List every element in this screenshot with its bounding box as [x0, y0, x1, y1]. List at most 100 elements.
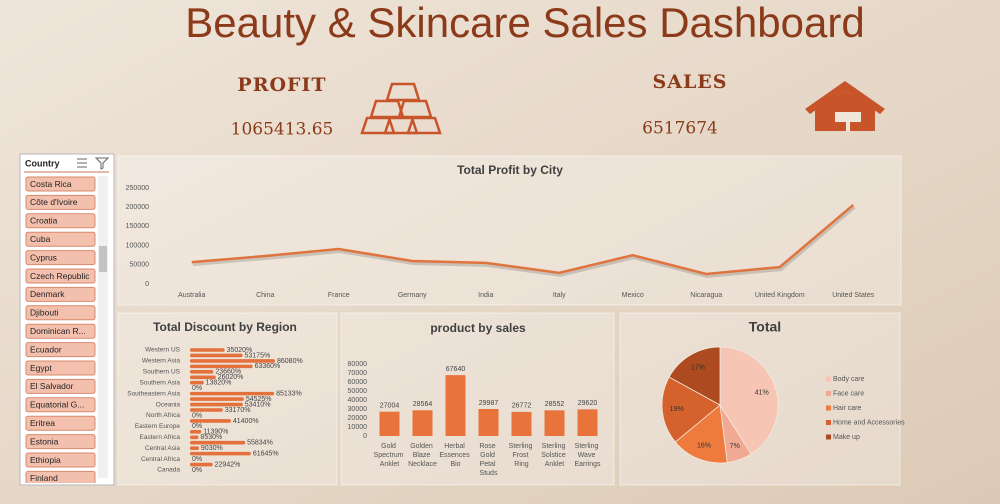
y-tick-label: 10000: [348, 424, 368, 431]
slicer-item[interactable]: [25, 194, 96, 210]
slicer-title: Country: [25, 158, 60, 168]
legend-label: Make up: [833, 434, 860, 441]
slicer-item[interactable]: [25, 323, 96, 339]
slicer-item-label: Equatorial G...: [30, 400, 84, 410]
x-tick-label: Germany: [398, 292, 427, 299]
category-label: Southern US: [143, 369, 181, 376]
y-tick-label: 0: [363, 433, 367, 440]
slicer-item-label: Ecuador: [30, 344, 62, 354]
line: [191, 203, 855, 276]
category-label: North Africa: [146, 412, 180, 419]
category-label: Eastern Africa: [140, 434, 181, 441]
x-tick-label: Sterling Frost Ring: [509, 443, 535, 468]
slicer-item-label: Djibouti: [30, 308, 58, 318]
pie-slice: [674, 404, 728, 464]
slicer-item-label: Costa Rica: [30, 179, 72, 189]
bar: [190, 397, 244, 401]
slicer-item[interactable]: [25, 286, 96, 302]
data-label: 29620: [578, 400, 598, 407]
chart-title: Total Discount by Region: [153, 320, 297, 334]
x-tick-label: India: [478, 292, 493, 299]
x-tick-label: Rose Gold Petal Studs: [479, 443, 498, 477]
slicer-item-label: Estonia: [30, 436, 59, 446]
x-tick-label: China: [256, 292, 274, 299]
slicer-item[interactable]: [25, 305, 96, 321]
y-tick-label: 0: [145, 281, 149, 288]
data-label: 85133%: [276, 390, 302, 397]
data-label: 28552: [545, 401, 565, 408]
y-tick-label: 50000: [348, 388, 368, 395]
slicer-item[interactable]: [25, 213, 96, 229]
data-label: 33170%: [225, 407, 251, 414]
slicer-item-label: Ethiopia: [30, 455, 61, 465]
slicer-item[interactable]: [25, 378, 96, 394]
x-tick-label: Australia: [178, 292, 205, 299]
legend-label: Home and Accessories: [833, 419, 905, 426]
bar: [190, 408, 223, 412]
slicer-item[interactable]: [25, 231, 96, 247]
data-label: 0%: [192, 467, 202, 474]
bar: [190, 435, 199, 440]
x-tick-label: Mexico: [622, 292, 644, 299]
x-tick-label: France: [328, 292, 350, 299]
y-tick-label: 20000: [348, 415, 368, 422]
slicer-item-label: Cyprus: [30, 252, 57, 262]
slicer-item[interactable]: [25, 452, 96, 468]
slicer-item[interactable]: [25, 415, 96, 431]
kpi-label: SALES: [652, 71, 727, 93]
data-label: 53410%: [245, 401, 271, 408]
data-label: 41400%: [233, 418, 259, 425]
panel: [340, 312, 615, 486]
data-label: 11390%: [203, 429, 228, 436]
gold-bars-icon: [360, 82, 442, 135]
scroll-thumb[interactable]: [99, 246, 107, 272]
x-tick-label: Sterling Wave Earrings: [574, 443, 601, 468]
scrollbar[interactable]: [98, 176, 108, 478]
data-label: 26020%: [218, 374, 244, 381]
slicer-item[interactable]: [25, 397, 96, 413]
slicer-icons[interactable]: [77, 157, 110, 170]
data-label: 0%: [192, 385, 202, 392]
data-label: 22942%: [215, 461, 241, 468]
y-tick-label: 30000: [348, 406, 368, 413]
data-label: 86080%: [277, 358, 303, 365]
slicer-item-label: Eritrea: [30, 418, 55, 428]
slicer-item[interactable]: [25, 342, 96, 358]
bar: [190, 375, 216, 380]
data-label: 9030%: [201, 445, 223, 452]
x-tick-label: Herbal Essences Bio: [439, 443, 471, 468]
slicer-item[interactable]: [25, 250, 96, 266]
slicer-item-label: Denmark: [30, 289, 65, 299]
slicer-item[interactable]: [25, 176, 96, 192]
category-label: Oceania: [156, 401, 181, 408]
y-tick-label: 150000: [126, 223, 149, 230]
slicer-item[interactable]: [25, 360, 96, 376]
data-label: 0%: [192, 423, 202, 430]
slicer-item[interactable]: [25, 268, 96, 284]
house-icon: [805, 81, 885, 131]
data-label: 0%: [192, 412, 202, 419]
data-label: 16%: [697, 442, 711, 449]
y-tick-label: 200000: [126, 204, 149, 211]
data-label: 17%: [691, 364, 705, 371]
legend-label: Body care: [833, 376, 865, 383]
slicer-item-label: Dominican R...: [30, 326, 86, 336]
category-label: Central Asia: [145, 445, 180, 452]
slicer-item[interactable]: [25, 434, 96, 450]
data-label: 13820%: [206, 380, 232, 387]
slicer-item-label: Croatia: [30, 216, 58, 226]
kpi-label: PROFIT: [237, 74, 326, 96]
bar: [190, 391, 275, 396]
chart-title: Total Profit by City: [457, 163, 563, 177]
bar: [511, 411, 532, 436]
bar: [190, 370, 214, 374]
bar: [190, 430, 202, 434]
slicer-item[interactable]: [25, 470, 96, 485]
bar: [445, 375, 466, 436]
category-label: Eastern Europe: [135, 423, 181, 430]
legend-swatch: [826, 405, 831, 411]
x-tick-label: Golden Blaze Necklace: [408, 443, 437, 468]
slicer-item-label: Côte d'Ivoire: [30, 197, 78, 207]
chart-title: product by sales: [430, 321, 526, 335]
bar: [190, 419, 231, 423]
